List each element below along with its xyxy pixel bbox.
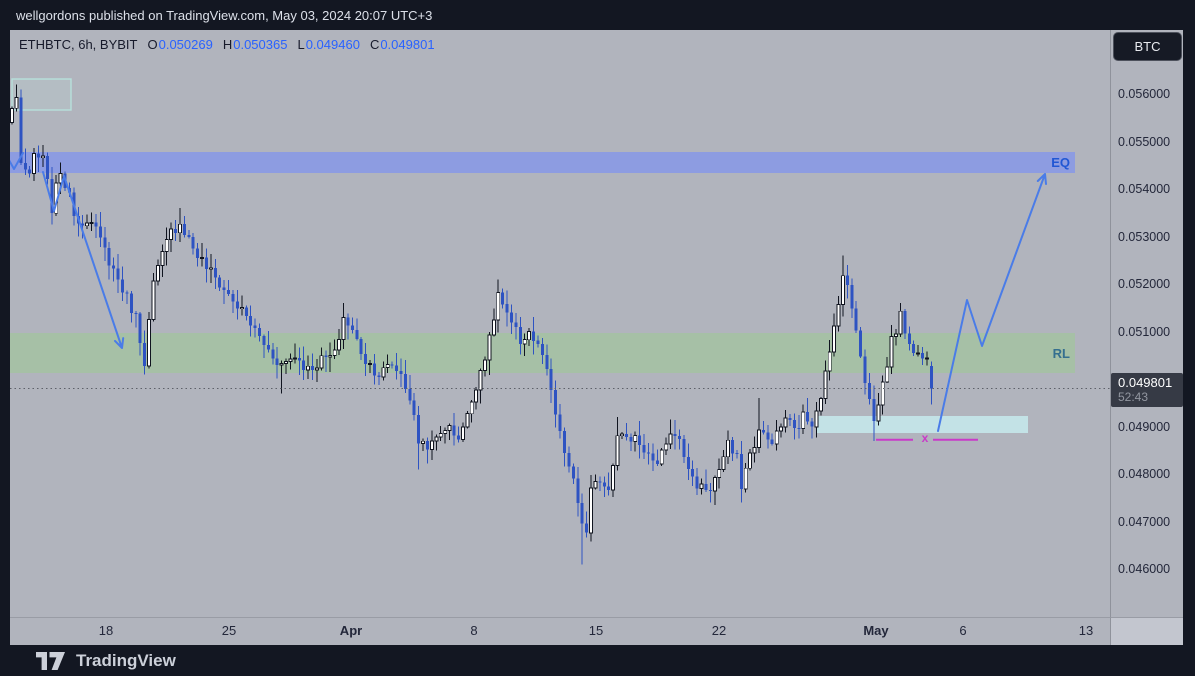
time-tick: 25: [221, 623, 237, 638]
tradingview-brand-text[interactable]: TradingView: [76, 650, 176, 670]
publish-info-bar: wellgordons published on TradingView.com…: [0, 0, 1195, 30]
symbol-title: ETHBTC, 6h, BYBIT: [19, 37, 138, 52]
equilibrium-zone[interactable]: [10, 151, 1075, 173]
last-price-label: 0.049801 52:43: [1111, 373, 1183, 407]
time-axis[interactable]: 18 25 Apr 8 15 22 May 6 13: [10, 617, 1110, 645]
eq-zone-label: EQ: [1051, 155, 1070, 170]
price-tick: 0.049000: [1118, 419, 1171, 434]
x-marker-label: x: [921, 431, 929, 445]
time-tick: 8: [470, 623, 478, 638]
projection-arrow-up[interactable]: [937, 173, 1047, 432]
candle-countdown: 52:43: [1118, 390, 1149, 404]
ohlc-low: L 0.049460: [297, 37, 360, 52]
time-tick: Apr: [339, 623, 363, 638]
price-tick: 0.048000: [1118, 467, 1171, 481]
price-tick: 0.055000: [1118, 134, 1171, 149]
tradingview-logo-icon[interactable]: [36, 651, 66, 670]
price-tick: 0.056000: [1118, 87, 1171, 101]
demand-zone[interactable]: [817, 416, 1028, 434]
up-candle-bodies: [10, 97, 929, 534]
price-tick: 0.051000: [1118, 324, 1171, 339]
last-price-value: 0.049801: [1118, 375, 1173, 390]
ohlc-close: C 0.049801: [369, 37, 435, 52]
time-tick: 13: [1078, 623, 1094, 638]
time-tick: 15: [588, 623, 604, 638]
ohlc-high: H 0.050365: [222, 37, 288, 52]
chevron-arrow-drawing[interactable]: [10, 152, 24, 170]
candlestick-chart[interactable]: [10, 30, 1110, 617]
price-tick: 0.046000: [1118, 562, 1171, 576]
time-tick: 22: [711, 623, 727, 638]
price-tick: 0.054000: [1118, 182, 1171, 196]
time-tick: 6: [959, 623, 967, 638]
currency-unit-button[interactable]: BTC: [1113, 32, 1182, 61]
publish-info-text: wellgordons published on TradingView.com…: [16, 7, 433, 23]
footer-bar: TradingView: [0, 645, 1195, 676]
axis-corner: [1110, 617, 1183, 645]
projection-arrow-down[interactable]: [42, 171, 125, 349]
rl-zone-label: RL: [1052, 346, 1070, 361]
ohlc-open: O 0.050269: [147, 37, 213, 52]
price-tick: 0.053000: [1118, 229, 1171, 244]
price-tick: 0.047000: [1118, 514, 1171, 529]
price-axis[interactable]: 0.056000 0.055000 0.054000 0.053000 0.052000…: [1110, 30, 1183, 617]
time-tick: 18: [98, 623, 114, 638]
time-tick: May: [863, 623, 889, 638]
price-tick: 0.052000: [1118, 277, 1171, 291]
